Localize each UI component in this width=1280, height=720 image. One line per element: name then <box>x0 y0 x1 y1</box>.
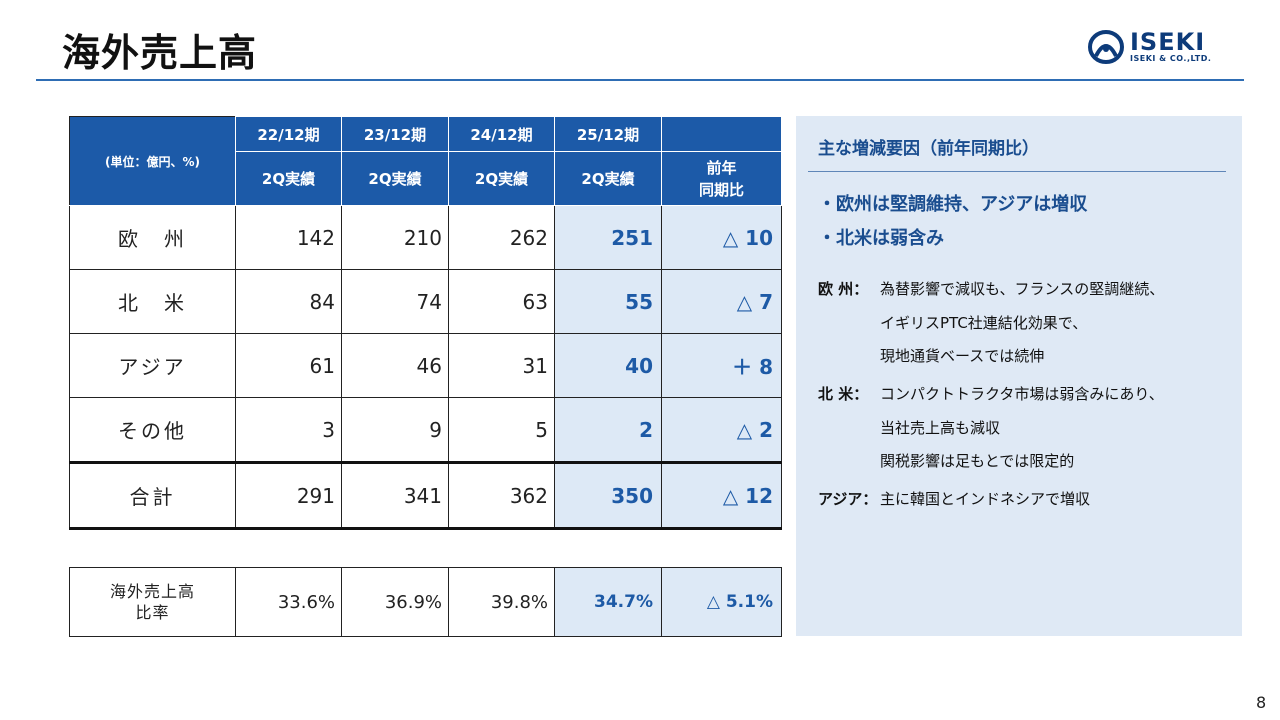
yoy-cell: △ 7 <box>661 269 782 334</box>
detail-line: 現地通貨ベースでは続伸 <box>880 347 1045 365</box>
value-cell: 291 <box>235 461 342 530</box>
current-value-cell: 251 <box>554 205 662 270</box>
value-cell: 262 <box>448 205 555 270</box>
detail-line: コンパクトトラクタ市場は弱含みにあり、 <box>880 385 1164 403</box>
panel-divider <box>808 171 1226 172</box>
table-row: アジア 61 46 31 40 ＋ 8 <box>69 333 782 398</box>
title-divider <box>36 79 1244 81</box>
value-cell: 39.8% <box>448 567 555 637</box>
ratio-label: 海外売上高 比率 <box>69 567 236 637</box>
current-value-cell: 55 <box>554 269 662 334</box>
value-cell: 36.9% <box>341 567 449 637</box>
period-header: 22/12期 <box>235 116 342 152</box>
factors-panel: 主な増減要因（前年同期比） ・欧州は堅調維持、アジアは増収 ・北米は弱含み 欧 … <box>796 116 1242 636</box>
key-point: ・北米は弱含み <box>818 228 944 249</box>
yoy-header-blank <box>661 116 782 152</box>
value-cell: 210 <box>341 205 449 270</box>
sub-header: 2Q実績 <box>235 151 342 206</box>
unit-label: (単位：億円、%) <box>69 116 236 206</box>
row-label: 欧 州 <box>69 205 236 270</box>
sub-header: 2Q実績 <box>554 151 662 206</box>
table-row: その他 3 9 5 2 △ 2 <box>69 397 782 463</box>
table-row: 北 米 84 74 63 55 △ 7 <box>69 269 782 334</box>
yoy-cell: △ 2 <box>661 397 782 463</box>
value-cell: 5 <box>448 397 555 463</box>
panel-title: 主な増減要因（前年同期比） <box>818 139 1039 159</box>
detail-label: 北 米： <box>818 385 869 403</box>
iseki-logo-icon <box>1088 30 1124 64</box>
detail-line: 関税影響は足もとでは限定的 <box>880 452 1075 470</box>
detail-line: 為替影響で減収も、フランスの堅調継続、 <box>880 280 1165 298</box>
detail-label: アジア： <box>818 490 878 508</box>
yoy-header: 前年 同期比 <box>661 151 782 206</box>
period-header: 25/12期 <box>554 116 662 152</box>
value-cell: 142 <box>235 205 342 270</box>
value-cell: 362 <box>448 461 555 530</box>
overseas-ratio-table: 海外売上高 比率 33.6% 36.9% 39.8% 34.7% △ 5.1% <box>69 567 782 637</box>
yoy-cell: △ 5.1% <box>661 567 782 637</box>
yoy-cell: △ 12 <box>661 461 782 530</box>
page-title: 海外売上高 <box>62 31 258 75</box>
key-point: ・欧州は堅調維持、アジアは増収 <box>818 194 1088 215</box>
current-value-cell: 40 <box>554 333 662 398</box>
value-cell: 31 <box>448 333 555 398</box>
overseas-sales-table: (単位：億円、%) 22/12期 23/12期 24/12期 25/12期 2Q… <box>69 116 782 530</box>
detail-line: 主に韓国とインドネシアで増収 <box>880 490 1091 508</box>
table-row: 欧 州 142 210 262 251 △ 10 <box>69 205 782 270</box>
value-cell: 33.6% <box>235 567 342 637</box>
logo-brand: ISEKI <box>1130 28 1206 56</box>
current-value-cell: 350 <box>554 461 662 530</box>
yoy-cell: ＋ 8 <box>661 333 782 398</box>
value-cell: 3 <box>235 397 342 463</box>
value-cell: 74 <box>341 269 449 334</box>
row-label: 北 米 <box>69 269 236 334</box>
current-value-cell: 2 <box>554 397 662 463</box>
yoy-cell: △ 10 <box>661 205 782 270</box>
sub-header: 2Q実績 <box>448 151 555 206</box>
value-cell: 84 <box>235 269 342 334</box>
detail-line: イギリスPTC社連結化効果で、 <box>880 314 1088 332</box>
detail-line: 当社売上高も減収 <box>880 419 1001 437</box>
logo-subtitle: ISEKI & CO.,LTD. <box>1130 54 1212 63</box>
value-cell: 341 <box>341 461 449 530</box>
row-label: その他 <box>69 397 236 463</box>
value-cell: 63 <box>448 269 555 334</box>
total-row: 合計 291 341 362 350 △ 12 <box>69 461 782 530</box>
period-header: 23/12期 <box>341 116 449 152</box>
value-cell: 9 <box>341 397 449 463</box>
detail-label: 欧 州： <box>818 280 869 298</box>
period-header: 24/12期 <box>448 116 555 152</box>
table-row: 海外売上高 比率 33.6% 36.9% 39.8% 34.7% △ 5.1% <box>69 567 782 637</box>
sub-header: 2Q実績 <box>341 151 449 206</box>
company-logo: ISEKI ISEKI & CO.,LTD. <box>1088 28 1228 68</box>
row-label: 合計 <box>69 461 236 530</box>
row-label: アジア <box>69 333 236 398</box>
value-cell: 46 <box>341 333 449 398</box>
page-number: 8 <box>1256 693 1267 712</box>
value-cell: 61 <box>235 333 342 398</box>
current-value-cell: 34.7% <box>554 567 662 637</box>
